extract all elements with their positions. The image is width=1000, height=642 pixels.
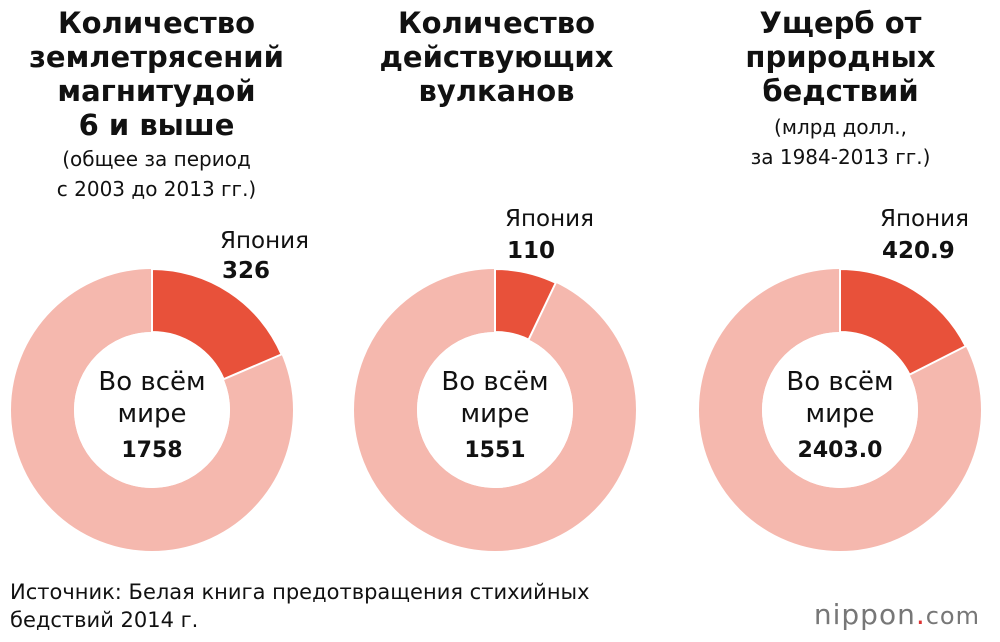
subtitle-line: (общее за период bbox=[62, 147, 251, 171]
chart-subtitle: (общее за период с 2003 до 2013 гг.) bbox=[0, 144, 323, 204]
japan-value: 110 bbox=[507, 238, 556, 264]
center-line: Во всём bbox=[98, 367, 206, 397]
world-value: 2403.0 bbox=[797, 438, 883, 463]
title-line: 6 и выше bbox=[78, 108, 235, 142]
title-line: Количество bbox=[397, 6, 596, 40]
logo-suffix: com bbox=[925, 602, 980, 630]
chart-title: Количество действующих вулканов bbox=[330, 6, 663, 108]
subtitle-line: за 1984-2013 гг.) bbox=[750, 145, 931, 169]
chart-title: Количество землетрясений магнитудой 6 и … bbox=[0, 6, 323, 142]
donut-hole bbox=[417, 332, 573, 488]
chart-subtitle: (млрд долл., за 1984-2013 гг.) bbox=[674, 112, 1000, 172]
donut-center-label: Во всём мире 2403.0 bbox=[760, 366, 920, 466]
subtitle-line: с 2003 до 2013 гг.) bbox=[56, 177, 257, 201]
title-line: землетрясений bbox=[29, 40, 284, 74]
chart-panel-volcanoes: Количество действующих вулканов Япония 1… bbox=[333, 0, 666, 570]
chart-panel-damage: Ущерб от природных бедствий (млрд долл.,… bbox=[666, 0, 999, 570]
title-line: действующих bbox=[379, 40, 614, 74]
subtitle-line: (млрд долл., bbox=[774, 115, 907, 139]
title-line: Количество bbox=[57, 6, 256, 40]
chart-title: Ущерб от природных бедствий bbox=[674, 6, 1000, 108]
donut-center-label: Во всём мире 1758 bbox=[72, 366, 232, 466]
chart-panel-earthquakes: Количество землетрясений магнитудой 6 и … bbox=[0, 0, 333, 570]
world-value: 1551 bbox=[464, 438, 526, 463]
title-line: природных bbox=[745, 40, 936, 74]
center-line: Во всём bbox=[786, 367, 894, 397]
center-line: Во всём bbox=[441, 367, 549, 397]
donut-chart bbox=[11, 268, 293, 551]
title-line: магнитудой bbox=[57, 74, 256, 108]
logo-main: nippon bbox=[813, 598, 916, 631]
title-line: бедствий bbox=[762, 74, 919, 108]
source-line: бедствий 2014 г. bbox=[10, 608, 199, 632]
center-line: мире bbox=[805, 399, 875, 429]
japan-label: Япония bbox=[505, 206, 594, 232]
japan-label: Япония bbox=[880, 206, 969, 232]
logo-dot: . bbox=[915, 598, 926, 631]
donut-hole bbox=[74, 332, 230, 488]
center-line: мире bbox=[117, 399, 187, 429]
donut-chart bbox=[699, 268, 981, 551]
nippon-logo: nippon.com bbox=[814, 598, 980, 631]
title-line: вулканов bbox=[418, 74, 575, 108]
japan-value: 326 bbox=[222, 258, 271, 284]
world-value: 1758 bbox=[121, 438, 183, 463]
center-line: мире bbox=[460, 399, 530, 429]
title-line: Ущерб от bbox=[759, 6, 922, 40]
donut-center-label: Во всём мире 1551 bbox=[415, 366, 575, 466]
donut-chart bbox=[354, 268, 636, 551]
japan-value: 420.9 bbox=[882, 238, 955, 264]
source-note: Источник: Белая книга предотвращения сти… bbox=[10, 578, 590, 634]
donut-hole bbox=[762, 332, 918, 488]
japan-label: Япония bbox=[220, 228, 309, 254]
source-line: Источник: Белая книга предотвращения сти… bbox=[10, 580, 590, 604]
